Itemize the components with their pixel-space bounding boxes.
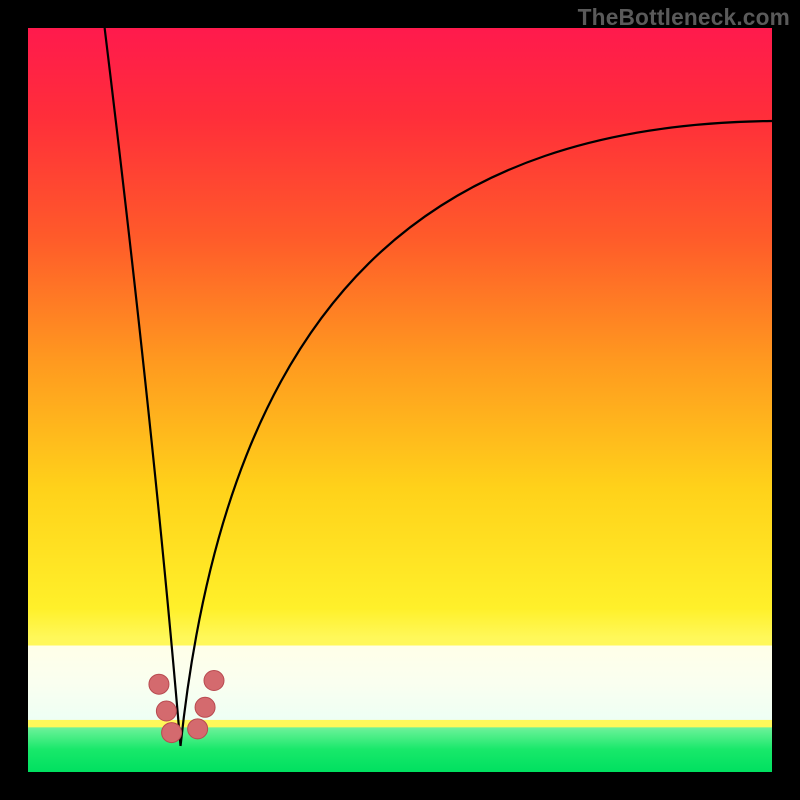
curve-marker — [195, 697, 215, 717]
curve-marker — [149, 674, 169, 694]
curve-marker — [162, 723, 182, 743]
curve-marker — [204, 670, 224, 690]
plot-whitish-band — [28, 646, 772, 720]
watermark-text: TheBottleneck.com — [578, 4, 790, 31]
bottleneck-chart — [0, 0, 800, 800]
chart-container: { "watermark": { "text": "TheBottleneck.… — [0, 0, 800, 800]
plot-green-band — [28, 727, 772, 772]
curve-marker — [188, 719, 208, 739]
curve-marker — [156, 701, 176, 721]
